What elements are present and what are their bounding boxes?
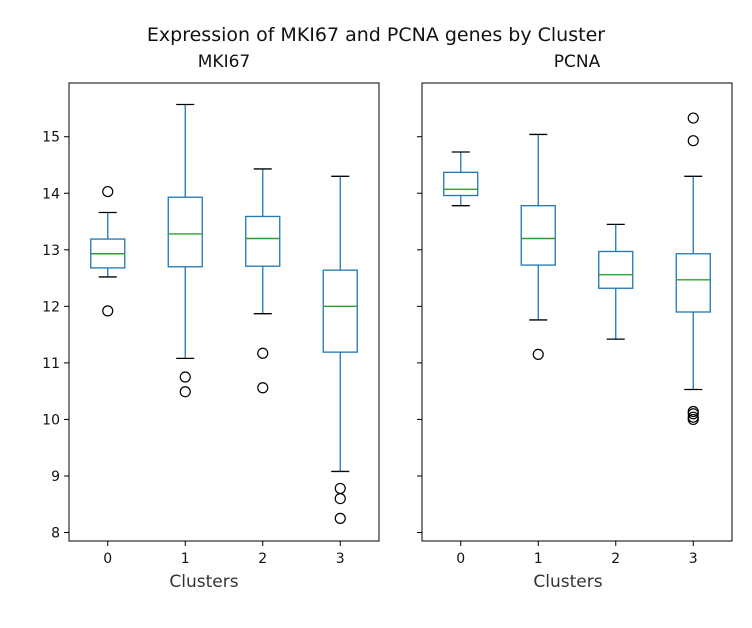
x-tick-label: 2 <box>258 551 267 567</box>
outlier-point <box>102 305 114 317</box>
figure-suptitle: Expression of MKI67 and PCNA genes by Cl… <box>146 24 606 46</box>
left-panel-title: MKI67 <box>197 52 251 72</box>
y-tick-label: 8 <box>51 526 60 542</box>
iqr-box <box>598 250 634 289</box>
x-tick-label: 1 <box>181 551 190 567</box>
x-tick-label: 3 <box>336 551 345 567</box>
outlier-point <box>687 135 699 147</box>
x-tick-label: 2 <box>611 551 620 567</box>
right-x-axis-label: Clusters <box>533 572 603 592</box>
outlier-point <box>102 185 114 198</box>
outlier-point <box>687 408 699 420</box>
x-tick-label: 0 <box>456 551 465 567</box>
axes-frame <box>68 82 380 542</box>
x-tick-label: 1 <box>534 551 543 567</box>
y-tick-label: 10 <box>42 412 60 428</box>
outlier-point <box>179 371 191 383</box>
outlier-point <box>687 112 699 124</box>
right-panel-title: PCNA <box>553 52 601 72</box>
outlier-point <box>257 382 269 394</box>
left-x-axis-label: Clusters <box>169 572 239 592</box>
y-tick-label: 14 <box>42 186 60 202</box>
iqr-box <box>167 196 203 268</box>
iqr-box <box>520 205 556 266</box>
y-tick-label: 11 <box>42 356 60 372</box>
outlier-point <box>257 347 269 359</box>
outlier-point <box>687 413 699 426</box>
outlier-point <box>532 348 544 361</box>
iqr-box <box>443 171 479 197</box>
outlier-point <box>334 482 346 495</box>
x-tick-label: 3 <box>689 551 698 567</box>
iqr-box <box>675 253 711 313</box>
outlier-point <box>179 386 191 398</box>
y-tick-label: 15 <box>42 130 60 146</box>
y-tick-label: 12 <box>42 299 60 315</box>
y-tick-label: 9 <box>51 469 60 485</box>
axes-frame <box>421 82 733 542</box>
x-tick-label: 0 <box>103 551 112 567</box>
outlier-point <box>334 512 346 524</box>
outlier-point <box>334 492 346 505</box>
iqr-box <box>245 215 281 267</box>
y-tick-label: 13 <box>42 243 60 259</box>
iqr-box <box>322 269 358 353</box>
